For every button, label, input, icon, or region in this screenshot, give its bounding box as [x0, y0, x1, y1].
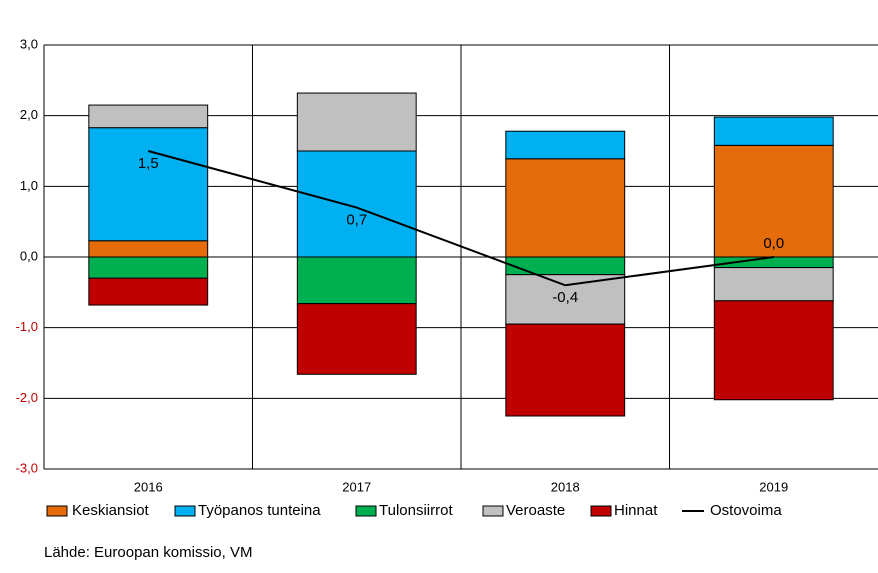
bar-segment: [713, 267, 834, 302]
bar-segment: [505, 130, 626, 160]
legend-label: Veroaste: [506, 502, 565, 519]
legend-label: Keskiansiot: [72, 502, 150, 519]
y-tick-label: -3,0: [16, 460, 38, 475]
data-label: 0,7: [346, 212, 367, 229]
legend-swatch: [355, 505, 377, 517]
bar-segment: [88, 277, 209, 306]
legend-label: Työpanos tunteina: [198, 502, 321, 519]
x-tick-label: 2017: [342, 479, 371, 494]
legend-label: Hinnat: [614, 502, 658, 519]
bar-segment: [88, 240, 209, 258]
bar-segment: [296, 92, 417, 152]
bar-segment: [713, 144, 834, 258]
legend-label: Tulonsiirrot: [379, 502, 453, 519]
x-tick-label: 2018: [551, 479, 580, 494]
legend-swatch: [174, 505, 196, 517]
bar-segment: [505, 274, 626, 325]
data-label: 1,5: [138, 155, 159, 172]
bar-segment: [296, 150, 417, 258]
bar-segment: [88, 127, 209, 242]
line: [147, 150, 774, 287]
bar-segment: [505, 256, 626, 276]
source: Lähde: Euroopan komissio, VM: [44, 544, 252, 561]
legend-swatch: [590, 505, 612, 517]
legend-swatch: [46, 505, 68, 517]
x-tick-label: 2019: [759, 479, 788, 494]
y-tick-label: 3,0: [20, 36, 38, 51]
x-tick-label: 2016: [134, 479, 163, 494]
y-tick-label: 1,0: [20, 178, 38, 193]
bar-segment: [713, 300, 834, 401]
legend-swatch: [482, 505, 504, 517]
data-label: -0,4: [552, 289, 578, 306]
bar-segment: [296, 303, 417, 375]
bar-segment: [296, 256, 417, 305]
data-label: 0,0: [763, 235, 784, 252]
bar-segment: [88, 256, 209, 279]
y-tick-label: -1,0: [16, 319, 38, 334]
y-tick-label: 2,0: [20, 107, 38, 122]
bar-segment: [505, 323, 626, 417]
bar-segment: [88, 104, 209, 129]
legend-label: Ostovoima: [710, 502, 782, 519]
y-tick-label: -2,0: [16, 390, 38, 405]
y-tick-label: 0,0: [20, 248, 38, 263]
bar-segment: [713, 116, 834, 146]
bar-segment: [505, 158, 626, 258]
